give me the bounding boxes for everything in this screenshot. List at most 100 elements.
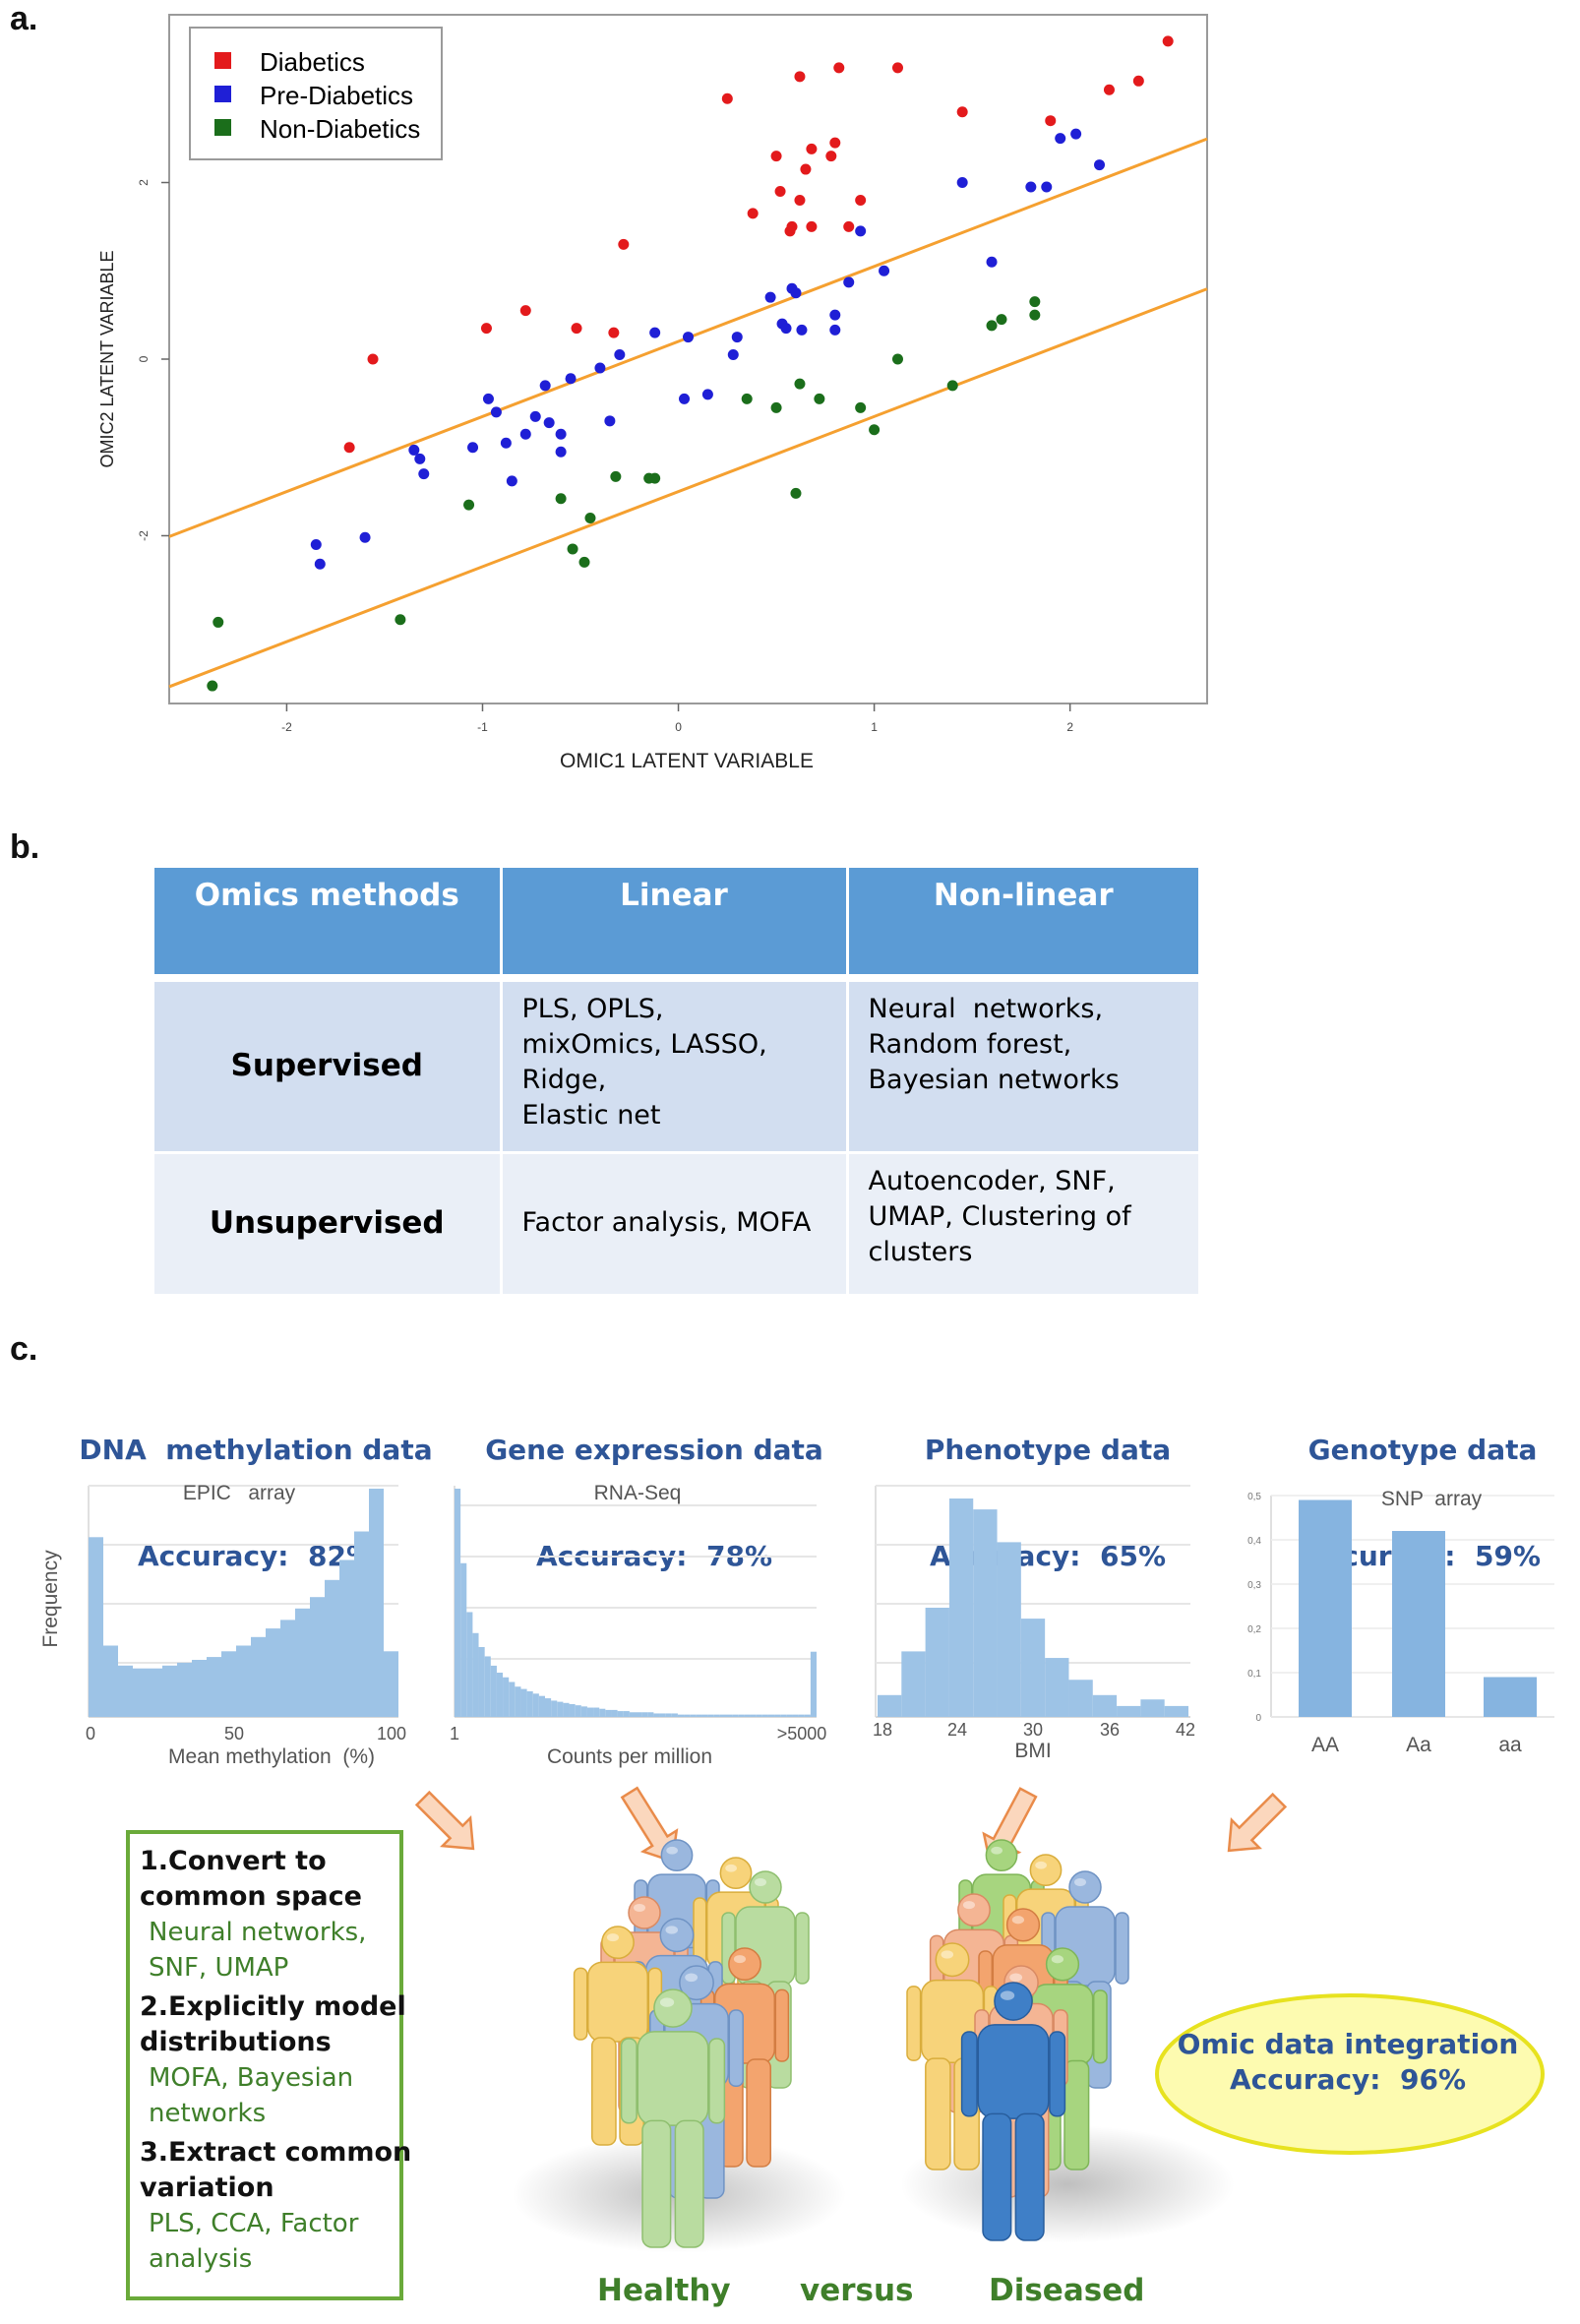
histogram-bar [756, 1714, 762, 1717]
histogram-bar [804, 1714, 811, 1717]
method-text: analysis [149, 2244, 253, 2274]
histogram-bar [810, 1651, 817, 1717]
histogram-bar [192, 1660, 207, 1717]
y-tick-label: 2 [137, 179, 151, 186]
legend-diabetics: Diabetics [260, 47, 365, 77]
genotype-bar [1484, 1677, 1537, 1717]
data-point-pre-diabetics [1070, 128, 1082, 140]
histogram-bar [103, 1645, 118, 1717]
data-point-diabetics [800, 163, 812, 175]
data-point-pre-diabetics [565, 373, 577, 385]
cell-supervised-linear: PLS, OPLS, mixOmics, LASSO, Ridge, Elast… [501, 978, 849, 1153]
data-point-pre-diabetics [359, 531, 371, 543]
data-point-non-diabetics [891, 353, 903, 365]
table-row: Unsupervised Factor analysis, MOFA Autoe… [154, 1151, 1198, 1294]
histogram-bar [515, 1686, 521, 1717]
histogram-bar [948, 1498, 974, 1717]
data-point-non-diabetics [584, 513, 596, 524]
histogram-bar [665, 1713, 672, 1717]
cell-line: Bayesian networks [868, 1065, 1120, 1095]
data-point-diabetics [833, 62, 845, 74]
data-point-diabetics [1162, 35, 1174, 47]
data-point-diabetics [747, 208, 759, 219]
y-tick-label: 0 [137, 355, 151, 362]
histogram-bar [878, 1694, 902, 1717]
histogram-bar [599, 1708, 606, 1717]
method-heading: 1.Convert to [140, 1846, 327, 1876]
data-point-pre-diabetics [543, 417, 555, 429]
data-point-non-diabetics [946, 380, 958, 392]
table-header-row: Omics methods Linear Non-linear [154, 868, 1198, 982]
histogram-bar [925, 1608, 949, 1717]
header-linear: Linear [501, 868, 849, 982]
histogram-bar [659, 1713, 666, 1717]
rnaseq-xlabel: Counts per million [547, 1745, 712, 1768]
healthy-label: Healthy [597, 2273, 731, 2308]
histogram-bar [520, 1688, 527, 1717]
data-point-pre-diabetics [555, 428, 567, 440]
histogram-bar [701, 1714, 708, 1717]
legend-swatch-diabetics [214, 52, 231, 69]
cell-line: mixOmics, LASSO, [521, 1029, 767, 1060]
data-point-pre-diabetics [418, 468, 430, 480]
histogram-bar [1068, 1680, 1093, 1717]
epic-chart-title: EPIC array [183, 1482, 296, 1504]
data-point-non-diabetics [986, 320, 998, 332]
x-tick-label: -2 [281, 720, 292, 734]
method-text: Neural networks, [149, 1918, 367, 1947]
rnaseq-histogram: RNA-Seq 1 >5000 Counts per million [450, 1482, 826, 1768]
histogram-bar [997, 1542, 1021, 1717]
histogram-bar [761, 1714, 768, 1717]
histogram-bar [647, 1712, 654, 1717]
frequency-label: Frequency [39, 1550, 62, 1648]
data-point-diabetics [721, 92, 733, 104]
data-point-pre-diabetics [1094, 159, 1106, 171]
data-point-non-diabetics [794, 378, 806, 390]
x-tick-label: -1 [477, 720, 488, 734]
histogram-bar [732, 1714, 739, 1717]
data-point-non-diabetics [790, 487, 802, 499]
data-point-non-diabetics [395, 614, 406, 626]
bmi-histogram: 18 24 30 36 42 BMI [873, 1485, 1195, 1762]
data-point-pre-diabetics [414, 453, 426, 464]
histogram-bar [611, 1709, 618, 1717]
data-point-pre-diabetics [555, 446, 567, 458]
data-point-non-diabetics [610, 470, 622, 482]
x-tick-label: 0 [675, 720, 682, 734]
data-point-pre-diabetics [604, 415, 616, 427]
x-axis-label: OMIC1 LATENT VARIABLE [560, 750, 814, 772]
x-tick-label: 1 [871, 720, 878, 734]
legend-prediabetics: Pre-Diabetics [260, 81, 413, 110]
dataset-title: Phenotype data [924, 1434, 1172, 1466]
person-icon [960, 1982, 1066, 2241]
histogram-bar [118, 1665, 133, 1717]
data-point-diabetics [956, 106, 968, 118]
panel-b-label: b. [10, 828, 40, 866]
method-heading: 2.Explicitly model [140, 1991, 406, 2022]
histogram-bar [496, 1673, 504, 1717]
legend: Diabetics Pre-Diabetics Non-Diabetics [189, 27, 443, 160]
integration-illustration [414, 1786, 1545, 2253]
histogram-bar [767, 1714, 775, 1717]
tick-label: 30 [1023, 1720, 1043, 1740]
dataset-heading-methylation: DNA methylation data Accuracy: 82% [69, 1362, 443, 1610]
histogram-bar [677, 1714, 685, 1717]
data-point-pre-diabetics [506, 475, 517, 487]
x-tick-label: 2 [1066, 720, 1073, 734]
arrow-icon [1227, 1792, 1288, 1853]
data-point-non-diabetics [996, 314, 1007, 326]
data-point-non-diabetics [1029, 296, 1041, 308]
tick-label: 50 [224, 1724, 244, 1743]
tick-label: >5000 [777, 1724, 827, 1743]
tick-label: 36 [1100, 1720, 1120, 1740]
y-tick-label: -2 [137, 530, 151, 541]
data-point-pre-diabetics [855, 225, 867, 237]
panel-c-label: c. [10, 1330, 38, 1368]
data-point-diabetics [608, 327, 620, 338]
histogram-bar [310, 1597, 325, 1717]
diseased-crowd-icon [906, 1839, 1129, 2241]
diseased-label: Diseased [989, 2273, 1145, 2308]
cell-line: PLS, OPLS, [521, 994, 664, 1024]
histogram-bar [707, 1714, 714, 1717]
data-point-pre-diabetics [731, 332, 743, 343]
